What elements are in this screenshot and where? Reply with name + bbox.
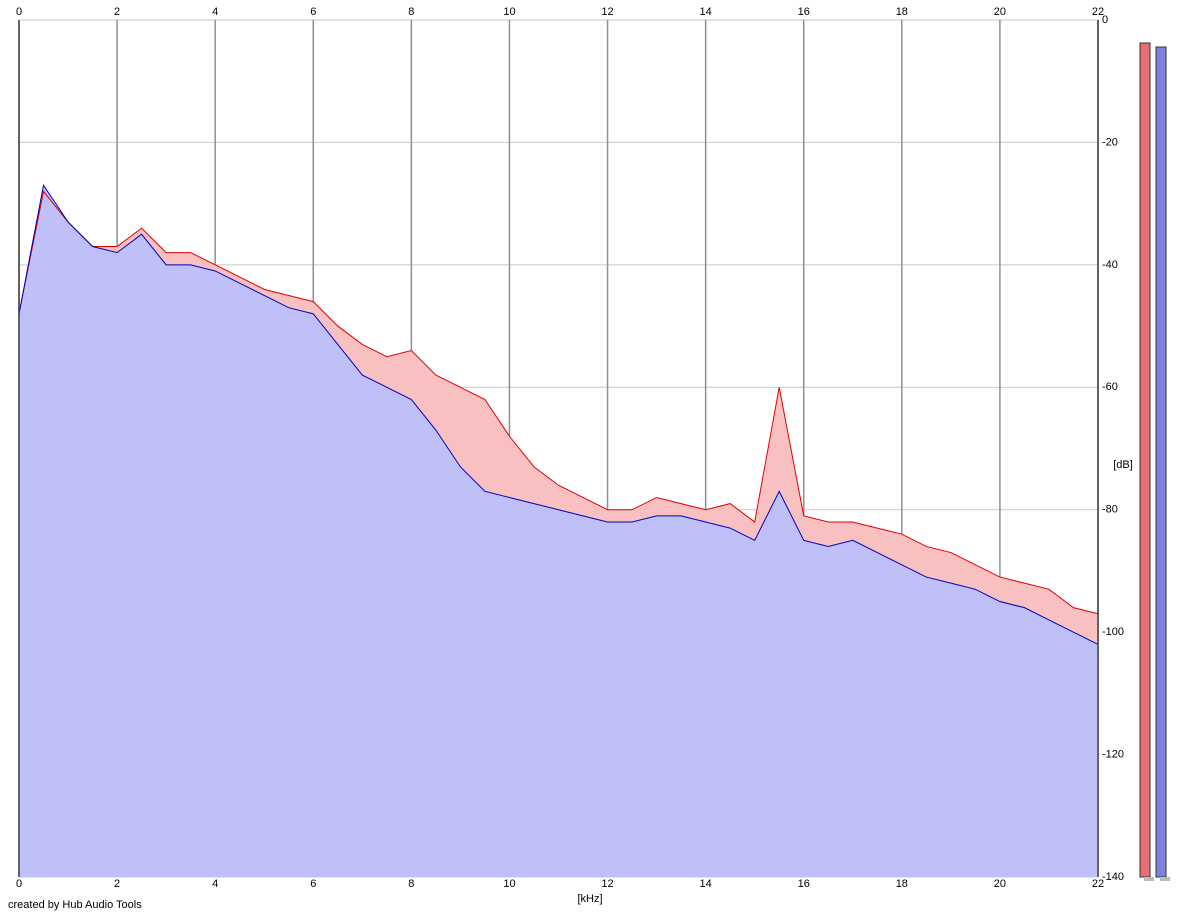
- x-tick-label: 4: [212, 878, 218, 890]
- x-tick-label: 16: [798, 6, 810, 18]
- footer: created by Hub Audio Tools: [8, 899, 142, 911]
- x-tick-label: 14: [700, 6, 712, 18]
- x-tick-label: 6: [310, 6, 316, 18]
- x-tick-label: 8: [408, 878, 414, 890]
- y-tick-label: -40: [1102, 259, 1118, 271]
- x-tick-label: 22: [1092, 878, 1104, 890]
- x-tick-label: 0: [16, 6, 22, 18]
- spectrum-line: [18, 190, 1099, 615]
- meter-shadow: [1160, 877, 1170, 881]
- x-tick-label: 14: [700, 878, 712, 890]
- meter-shadow: [1144, 877, 1154, 881]
- x-tick-label: 0: [16, 878, 22, 890]
- x-tick-label: 4: [212, 6, 218, 18]
- x-tick-label: 18: [896, 878, 908, 890]
- y-tick-label: -140: [1102, 871, 1124, 883]
- y-tick-label: -60: [1102, 381, 1118, 393]
- x-tick-label: 16: [798, 878, 810, 890]
- x-tick-label: 8: [408, 6, 414, 18]
- y-tick-label: -120: [1102, 748, 1124, 760]
- y-tick-label: -80: [1102, 504, 1118, 516]
- y-tick-label: 0: [1102, 14, 1108, 26]
- x-tick-label: 2: [114, 878, 120, 890]
- x-tick-label: 10: [503, 6, 515, 18]
- left-level-meter: [1139, 42, 1151, 878]
- x-tick-label: 12: [601, 878, 613, 890]
- x-tick-label: 10: [503, 878, 515, 890]
- x-tick-label: 18: [896, 6, 908, 18]
- spectrum-area: [19, 185, 1098, 877]
- right-level-meter: [1155, 46, 1167, 878]
- y-tick-label: -100: [1102, 626, 1124, 638]
- spectrum-line: [18, 183, 1099, 645]
- y-axis-label: [dB]: [1113, 459, 1133, 471]
- y-tick-label: -20: [1102, 136, 1118, 148]
- x-tick-label: 20: [994, 6, 1006, 18]
- x-tick-label: 6: [310, 878, 316, 890]
- x-tick-label: 20: [994, 878, 1006, 890]
- x-tick-label: 2: [114, 6, 120, 18]
- x-tick-label: 12: [601, 6, 613, 18]
- x-tick-label: 22: [1092, 6, 1104, 18]
- x-axis-label: [kHz]: [577, 893, 602, 905]
